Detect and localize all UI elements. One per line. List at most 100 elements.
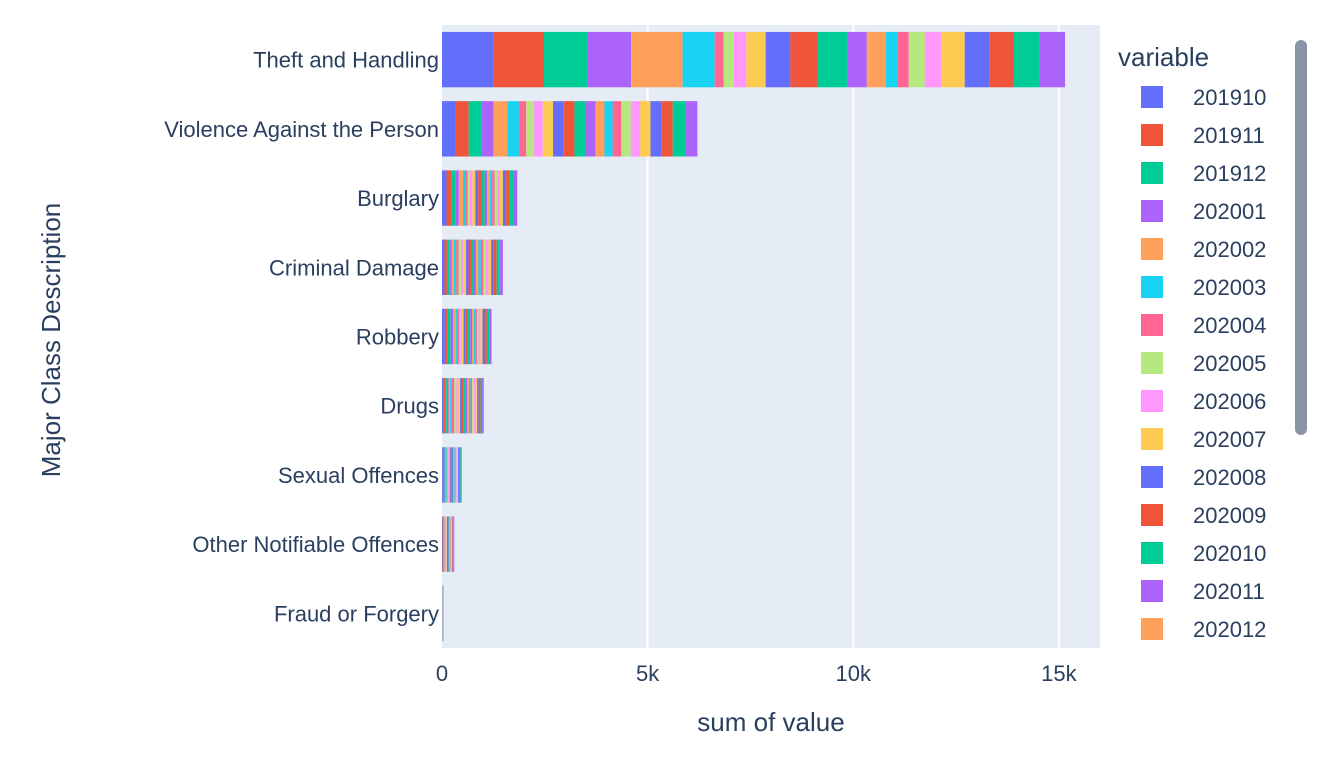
- bar-segment: [451, 170, 456, 226]
- x-tick-label: 10k: [836, 661, 872, 686]
- legend-item-label[interactable]: 202003: [1193, 275, 1266, 300]
- bar-segment: [630, 101, 641, 157]
- y-tick-label: Criminal Damage: [269, 255, 439, 280]
- bar-segment: [493, 31, 544, 88]
- legend-item-label[interactable]: 202008: [1193, 465, 1266, 490]
- bar-segment: [447, 308, 451, 365]
- legend-scrollbar[interactable]: [1295, 40, 1307, 435]
- bar-segment: [450, 378, 453, 434]
- legend-swatch[interactable]: [1141, 618, 1163, 640]
- bar-segment: [497, 170, 500, 226]
- bar-segment: [631, 31, 683, 88]
- bar-segment: [460, 447, 462, 503]
- legend-item-label[interactable]: 202007: [1193, 427, 1266, 452]
- bar-segment: [442, 101, 456, 157]
- legend-item-label[interactable]: 202001: [1193, 199, 1266, 224]
- legend-swatch[interactable]: [1141, 542, 1163, 564]
- bar-segment: [444, 308, 448, 365]
- bar-segment: [682, 31, 715, 88]
- y-tick-labels: Theft and Handling Violence Against the P…: [164, 48, 439, 627]
- bar-segment: [470, 378, 473, 434]
- x-tick-label: 0: [436, 661, 448, 686]
- bar-segment: [480, 239, 484, 295]
- bar-segment: [442, 516, 443, 572]
- legend-swatch[interactable]: [1141, 276, 1163, 298]
- bar-segment: [477, 378, 479, 434]
- bar-segment: [458, 378, 461, 434]
- bar-segment: [449, 239, 452, 295]
- bar-segment: [452, 447, 454, 503]
- bar-segment: [460, 308, 462, 365]
- legend-swatch[interactable]: [1141, 124, 1163, 146]
- bar-segment: [484, 308, 487, 365]
- bar-segment: [446, 239, 450, 295]
- bar-segment: [448, 516, 449, 572]
- legend-item-label[interactable]: 202006: [1193, 389, 1266, 414]
- legend-swatch[interactable]: [1141, 580, 1163, 602]
- legend-item-label[interactable]: 202004: [1193, 313, 1266, 338]
- bar-segment: [481, 170, 485, 226]
- legend-swatch[interactable]: [1141, 238, 1163, 260]
- legend-item-label[interactable]: 202012: [1193, 617, 1266, 642]
- bar-segment: [506, 170, 510, 226]
- bar-segment: [885, 31, 898, 88]
- bar-segment: [685, 101, 698, 157]
- bar-segment: [478, 239, 481, 295]
- bar-segment: [765, 31, 791, 88]
- bar-segment: [486, 308, 490, 365]
- bar-segment: [509, 170, 514, 226]
- bar-segment: [463, 378, 466, 434]
- bar-segment: [456, 378, 459, 434]
- bar-segment: [491, 239, 494, 295]
- y-tick-label: Burglary: [357, 186, 439, 211]
- legend-swatch[interactable]: [1141, 504, 1163, 526]
- bar-segment: [924, 31, 942, 88]
- bar-segment: [448, 378, 451, 434]
- bar-segment: [458, 447, 460, 503]
- legend-swatch[interactable]: [1141, 162, 1163, 184]
- legend-item-label[interactable]: 202009: [1193, 503, 1266, 528]
- legend-item-label[interactable]: 202002: [1193, 237, 1266, 262]
- bar-segment: [463, 308, 466, 365]
- bar-segment: [450, 308, 454, 365]
- bar-segment: [472, 378, 474, 434]
- legend-swatch[interactable]: [1141, 352, 1163, 374]
- legend-item-label[interactable]: 202005: [1193, 351, 1266, 376]
- bar-segment: [908, 31, 925, 88]
- bar-segment: [447, 447, 449, 503]
- bar-segment: [478, 170, 482, 226]
- bar-segment: [442, 447, 443, 503]
- bar-segment: [733, 31, 747, 88]
- bar-segment: [454, 447, 456, 503]
- legend-swatch[interactable]: [1141, 390, 1163, 412]
- bar-segment: [467, 378, 469, 434]
- bar-segment: [459, 447, 461, 503]
- legend-item-label[interactable]: 201911: [1193, 123, 1265, 148]
- legend-swatch[interactable]: [1141, 200, 1163, 222]
- bar-segment: [499, 170, 503, 226]
- legend-swatch[interactable]: [1141, 314, 1163, 336]
- legend-item-label[interactable]: 202010: [1193, 541, 1266, 566]
- legend-swatch[interactable]: [1141, 466, 1163, 488]
- bar-segment: [487, 170, 490, 226]
- bar-segment: [466, 239, 469, 295]
- legend-item-label[interactable]: 201910: [1193, 85, 1266, 110]
- legend-swatch[interactable]: [1141, 428, 1163, 450]
- bar-segment: [714, 31, 724, 88]
- bar-segment: [455, 101, 469, 157]
- legend-item-label[interactable]: 201912: [1193, 161, 1266, 186]
- bar-segment: [470, 239, 474, 295]
- bar-segment: [444, 447, 446, 503]
- bar-segment: [443, 447, 445, 503]
- legend-swatch[interactable]: [1141, 86, 1163, 108]
- bar-segment: [453, 516, 455, 572]
- bar-segment: [481, 101, 494, 157]
- bar-segment: [452, 516, 453, 572]
- legend[interactable]: 201910 201911 201912 202001 202002 202003 2020…: [1141, 85, 1266, 642]
- x-tick-labels: 0 5k 10k 15k: [436, 661, 1078, 686]
- legend-item-label[interactable]: 202011: [1193, 579, 1265, 604]
- bar-segment: [443, 378, 446, 434]
- bar-segment: [454, 447, 455, 503]
- bar-segment: [442, 239, 445, 295]
- bar-segment: [496, 239, 500, 295]
